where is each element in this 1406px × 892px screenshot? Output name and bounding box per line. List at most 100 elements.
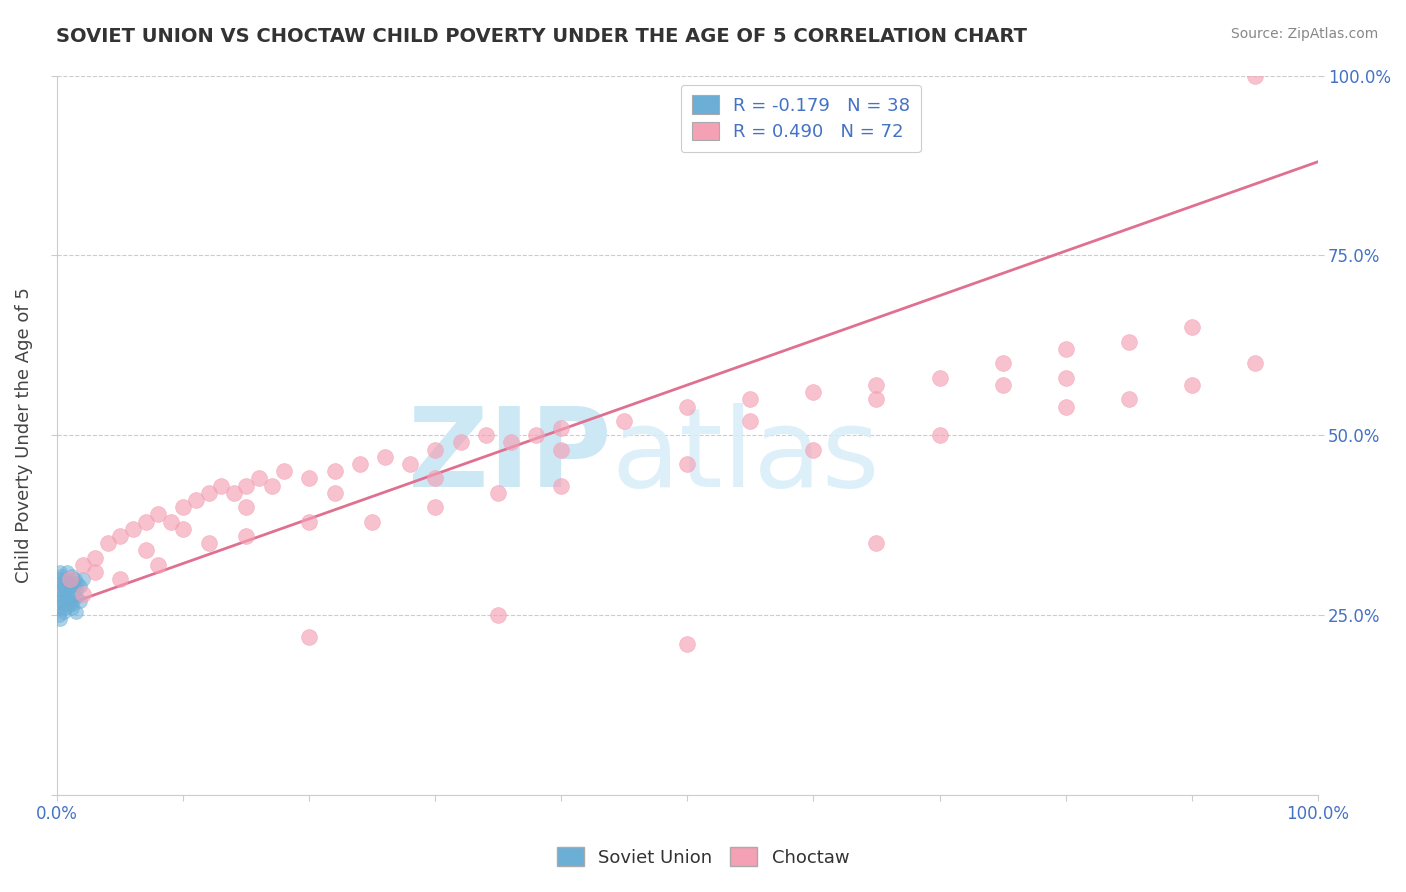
- Point: [62, 575, 84, 590]
- Point: [58, 575, 80, 590]
- Point: [59, 594, 82, 608]
- Point: [72, 572, 94, 586]
- Text: Source: ZipAtlas.com: Source: ZipAtlas.com: [1230, 27, 1378, 41]
- Point: [72, 586, 94, 600]
- Point: [65, 582, 87, 597]
- Point: [52, 579, 75, 593]
- Point: [1243, 356, 1265, 370]
- Point: [53, 582, 76, 597]
- Point: [349, 457, 371, 471]
- Point: [53, 601, 76, 615]
- Legend: Soviet Union, Choctaw: Soviet Union, Choctaw: [550, 840, 856, 874]
- Point: [62, 598, 84, 612]
- Point: [235, 500, 257, 515]
- Point: [550, 478, 572, 492]
- Point: [1118, 392, 1140, 407]
- Point: [991, 356, 1014, 370]
- Point: [48, 586, 70, 600]
- Point: [298, 630, 321, 644]
- Point: [374, 450, 396, 464]
- Point: [298, 471, 321, 485]
- Point: [97, 536, 120, 550]
- Point: [235, 529, 257, 543]
- Point: [676, 457, 699, 471]
- Point: [865, 392, 887, 407]
- Point: [399, 457, 422, 471]
- Text: SOVIET UNION VS CHOCTAW CHILD POVERTY UNDER THE AGE OF 5 CORRELATION CHART: SOVIET UNION VS CHOCTAW CHILD POVERTY UN…: [56, 27, 1028, 45]
- Point: [450, 435, 472, 450]
- Point: [803, 442, 825, 457]
- Point: [159, 515, 181, 529]
- Point: [135, 515, 157, 529]
- Point: [425, 471, 447, 485]
- Point: [172, 522, 194, 536]
- Point: [740, 414, 762, 428]
- Point: [62, 568, 84, 582]
- Point: [62, 601, 84, 615]
- Point: [63, 572, 86, 586]
- Point: [56, 598, 79, 612]
- Point: [209, 478, 232, 492]
- Point: [110, 529, 132, 543]
- Point: [48, 608, 70, 623]
- Point: [66, 575, 89, 590]
- Point: [49, 582, 72, 597]
- Point: [524, 428, 547, 442]
- Legend: R = -0.179   N = 38, R = 0.490   N = 72: R = -0.179 N = 38, R = 0.490 N = 72: [681, 85, 921, 153]
- Point: [84, 550, 107, 565]
- Point: [1243, 69, 1265, 83]
- Point: [475, 428, 498, 442]
- Point: [52, 598, 75, 612]
- Point: [273, 464, 295, 478]
- Point: [676, 400, 699, 414]
- Point: [49, 594, 72, 608]
- Point: [1180, 320, 1202, 334]
- Point: [486, 486, 509, 500]
- Point: [56, 590, 79, 604]
- Point: [72, 558, 94, 572]
- Point: [1054, 400, 1077, 414]
- Point: [65, 590, 87, 604]
- Point: [197, 536, 219, 550]
- Point: [172, 500, 194, 515]
- Point: [425, 442, 447, 457]
- Point: [58, 598, 80, 612]
- Point: [803, 385, 825, 400]
- Point: [184, 493, 207, 508]
- Point: [1054, 342, 1077, 356]
- Point: [613, 414, 636, 428]
- Point: [865, 536, 887, 550]
- Point: [1054, 370, 1077, 384]
- Point: [59, 572, 82, 586]
- Point: [55, 594, 77, 608]
- Point: [740, 392, 762, 407]
- Point: [222, 486, 245, 500]
- Point: [1180, 378, 1202, 392]
- Point: [486, 608, 509, 623]
- Y-axis label: Child Poverty Under the Age of 5: Child Poverty Under the Age of 5: [15, 287, 32, 583]
- Point: [48, 572, 70, 586]
- Point: [260, 478, 283, 492]
- Point: [122, 522, 145, 536]
- Point: [323, 486, 346, 500]
- Text: ZIP: ZIP: [409, 403, 612, 510]
- Point: [60, 579, 83, 593]
- Point: [865, 378, 887, 392]
- Point: [425, 500, 447, 515]
- Point: [550, 421, 572, 435]
- Point: [110, 572, 132, 586]
- Point: [49, 568, 72, 582]
- Point: [65, 605, 87, 619]
- Point: [84, 565, 107, 579]
- Text: atlas: atlas: [612, 403, 880, 510]
- Point: [247, 471, 270, 485]
- Point: [49, 601, 72, 615]
- Point: [146, 558, 169, 572]
- Point: [49, 565, 72, 579]
- Point: [49, 612, 72, 626]
- Point: [361, 515, 384, 529]
- Point: [197, 486, 219, 500]
- Point: [59, 582, 82, 597]
- Point: [323, 464, 346, 478]
- Point: [146, 508, 169, 522]
